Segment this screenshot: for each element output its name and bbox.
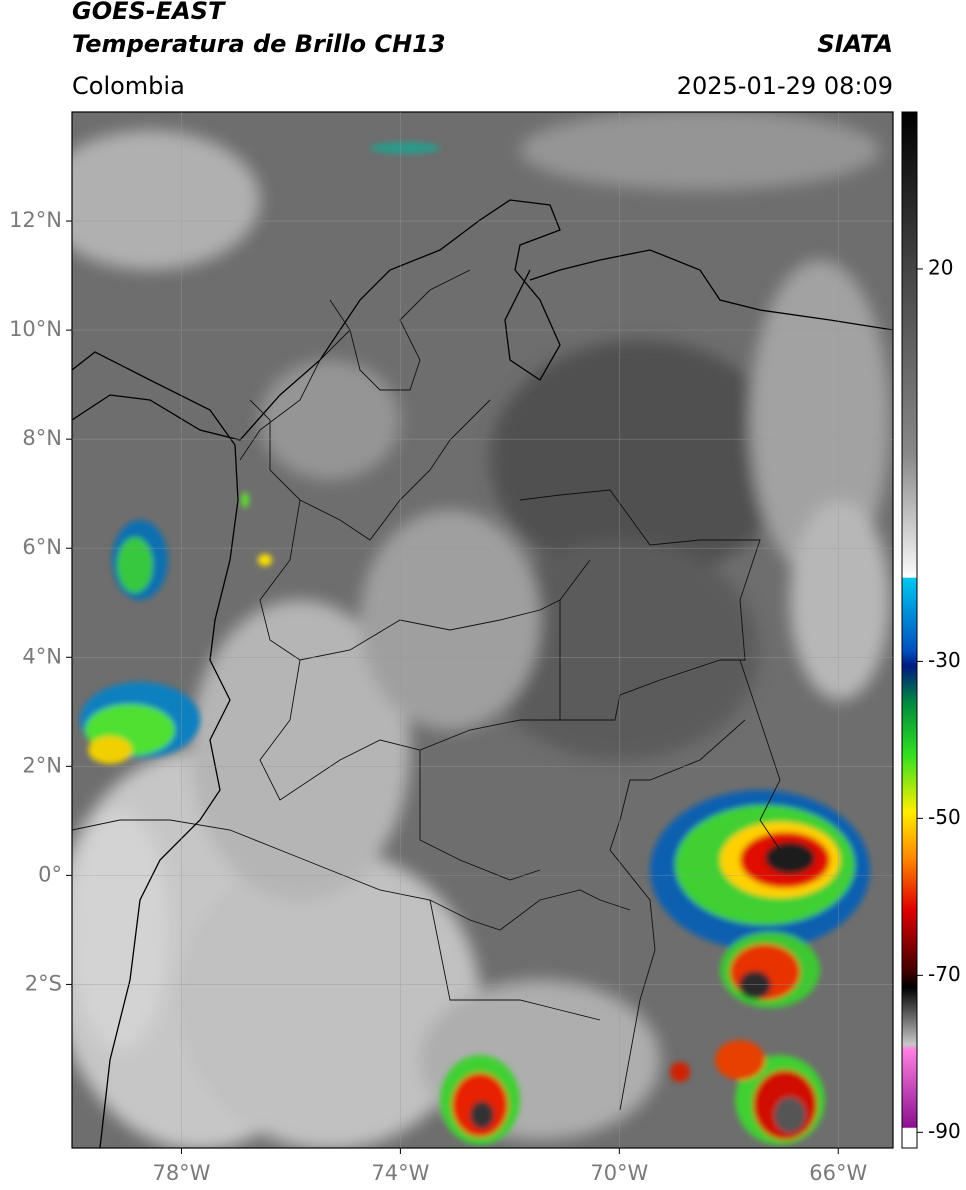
lat-tick-label: 6°N: [22, 535, 62, 559]
lon-tick-label: 74°W: [371, 1161, 429, 1185]
lat-tick-label: 2°N: [22, 753, 62, 777]
colorbar-tick-label: -90: [928, 1119, 961, 1143]
lon-tick-label: 78°W: [152, 1161, 210, 1185]
lon-tick-label: 66°W: [809, 1161, 867, 1185]
colorbar-tick-label: 20: [928, 255, 953, 279]
colorbar-tick-label: -70: [928, 962, 961, 986]
lat-tick-label: 2°S: [25, 971, 62, 995]
source: SIATA: [817, 30, 893, 58]
timestamp: 2025-01-29 08:09: [677, 72, 893, 100]
colorbar-tick-label: -50: [928, 805, 961, 829]
region: Colombia: [72, 72, 185, 100]
lat-tick-label: 10°N: [9, 317, 62, 341]
lat-tick-label: 8°N: [22, 426, 62, 450]
colorbar: [901, 111, 918, 1149]
ticks: 78°W 74°W 70°W 66°W 12°N 10°N 8°N 6°N 4°N 2°N 0° 2°…: [9, 112, 961, 1185]
satellite-image: [72, 112, 893, 1148]
lat-tick-label: 4°N: [22, 644, 62, 668]
title: GOES-EAST: [72, 0, 226, 25]
lat-tick-label: 12°N: [9, 208, 62, 232]
map-frame: [71, 111, 894, 1149]
lon-tick-label: 70°W: [590, 1161, 648, 1185]
colorbar-tick-label: -30: [928, 648, 961, 672]
lat-tick-label: 0°: [38, 862, 62, 886]
subtitle: Temperatura de Brillo CH13: [72, 30, 446, 58]
